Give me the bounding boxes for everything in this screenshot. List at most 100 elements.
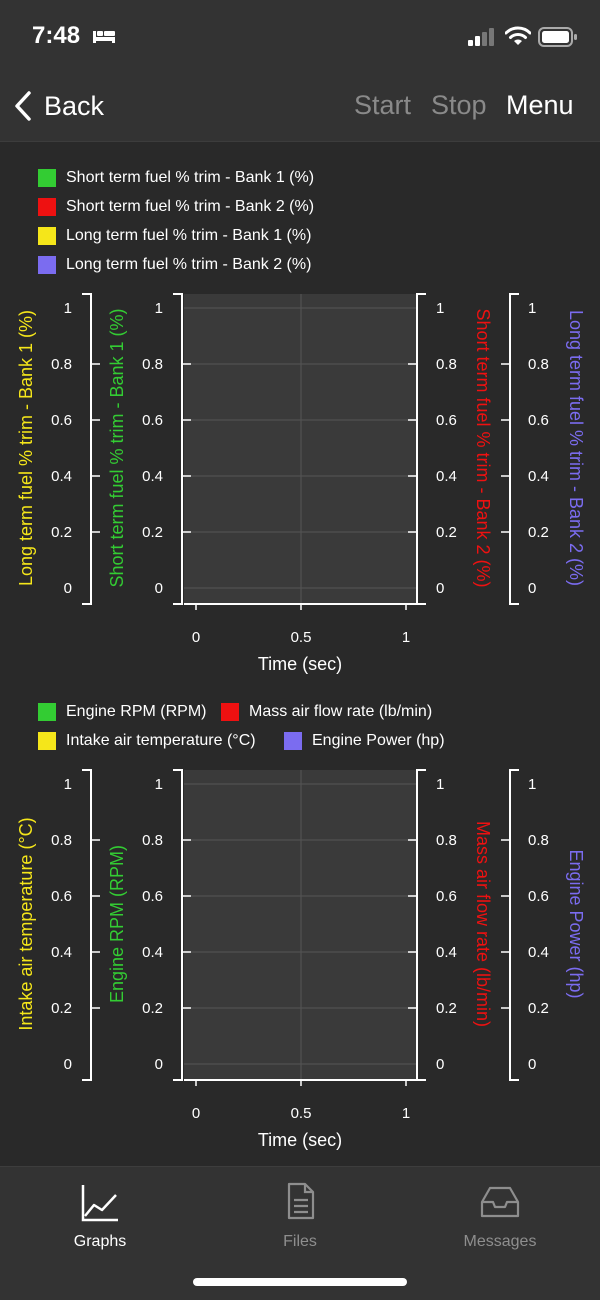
y-tick-label: 0.6 [142,412,163,429]
cellular-signal-icon [468,28,494,46]
legend-label: Engine RPM (RPM) [66,703,207,720]
y-tick-label: 0.2 [528,524,549,541]
y-tick-label: 0.8 [436,832,457,849]
y-tick-label: 0.8 [51,356,72,373]
legend-swatch [38,227,56,245]
status-bar: 7:48 [0,0,600,72]
y-tick-label: 1 [436,776,444,793]
y-tick-label: 0.4 [436,944,457,961]
legend-swatch [38,198,56,216]
y-tick-label: 0 [528,1056,536,1073]
legend-swatch [38,169,56,187]
y-axis-title: Intake air temperature (°C) [16,817,36,1030]
y-tick-label: 0.2 [51,1000,72,1017]
legend-item: Long term fuel % trim - Bank 2 (%) [38,255,311,275]
chevron-left-icon [15,91,31,121]
status-time: 7:48 [32,22,81,49]
legend-item: Engine RPM (RPM) [38,702,206,722]
x-tick-label: 1 [402,1105,410,1122]
y-axis-title: Short term fuel % trim - Bank 2 (%) [473,308,493,587]
y-tick-label: 0 [436,1056,444,1073]
legend-item: Short term fuel % trim - Bank 2 (%) [38,197,314,217]
y-tick-label: 0 [436,580,444,597]
y-tick-label: 0.2 [436,524,457,541]
y-axis-line [416,293,426,605]
y-tick-label: 0.6 [436,888,457,905]
x-tick-label: 0 [192,1105,200,1122]
legend-label: Long term fuel % trim - Bank 2 (%) [66,256,312,273]
y-tick-label: 1 [436,300,444,317]
navigation-bar: Back Start Stop Menu [0,72,600,142]
legend-item: Engine Power (hp) [284,731,445,751]
y-tick-label: 0.8 [436,356,457,373]
y-tick-label: 0.2 [51,524,72,541]
tab-files[interactable]: Files [200,1175,400,1265]
y-tick-label: 0.8 [528,832,549,849]
y-tick-label: 0 [64,1056,72,1073]
y-tick-label: 0 [64,580,72,597]
legend-label: Mass air flow rate (lb/min) [249,703,433,720]
battery-icon [538,27,577,47]
legend-item: Long term fuel % trim - Bank 1 (%) [38,226,311,246]
y-axis-line [173,293,183,605]
back-button[interactable]: Back [14,86,104,126]
y-axis-title: Short term fuel % trim - Bank 1 (%) [107,308,127,587]
y-tick-label: 0.4 [142,468,163,485]
y-tick-label: 0 [155,580,163,597]
y-tick-label: 0 [155,1056,163,1073]
stop-button[interactable]: Stop [431,90,487,120]
y-tick-label: 0.4 [51,944,72,961]
legend-label: Engine Power (hp) [312,732,445,749]
legend-swatch [38,256,56,274]
y-tick-label: 0.2 [528,1000,549,1017]
legend-item: Mass air flow rate (lb/min) [221,702,432,722]
tab-label: Graphs [73,1233,127,1250]
legend-label: Long term fuel % trim - Bank 1 (%) [66,227,312,244]
wifi-icon [505,26,531,45]
y-tick-label: 1 [528,776,536,793]
y-axis-title: Long term fuel % trim - Bank 1 (%) [16,310,36,586]
y-tick-label: 1 [64,776,72,793]
y-tick-label: 1 [155,300,163,317]
tab-bar: Graphs Files Messages [0,1166,600,1300]
tab-label: Messages [463,1233,537,1250]
y-tick-label: 0.2 [142,524,163,541]
legend-swatch [221,703,239,721]
y-axis-title: Mass air flow rate (lb/min) [473,821,493,1027]
y-tick-label: 1 [528,300,536,317]
y-tick-label: 1 [64,300,72,317]
y-tick-label: 0.8 [528,356,549,373]
x-tick-label: 1 [402,629,410,646]
y-axis-title: Engine RPM (RPM) [107,845,127,1003]
y-axis-line [509,293,519,605]
plot-area [184,294,416,604]
tab-graphs[interactable]: Graphs [0,1175,200,1265]
y-tick-label: 1 [155,776,163,793]
tab-messages[interactable]: Messages [400,1175,600,1265]
y-tick-label: 0.8 [51,832,72,849]
y-tick-label: 0.4 [528,468,549,485]
y-tick-label: 0 [528,580,536,597]
y-tick-label: 0.6 [51,888,72,905]
y-tick-label: 0.4 [142,944,163,961]
line-chart-icon [81,1185,118,1222]
x-tick-label: 0.5 [291,1105,312,1122]
y-tick-label: 0.6 [51,412,72,429]
y-axis-line [173,769,183,1081]
inbox-tray-icon [480,1186,520,1218]
legend-item: Short term fuel % trim - Bank 1 (%) [38,168,314,188]
legend-label: Short term fuel % trim - Bank 1 (%) [66,169,315,186]
legend-label: Short term fuel % trim - Bank 2 (%) [66,198,315,215]
x-axis-title: Time (sec) [258,1130,342,1150]
home-indicator [193,1278,407,1286]
y-axis-line [509,769,519,1081]
y-tick-label: 0.6 [142,888,163,905]
menu-button[interactable]: Menu [506,90,574,120]
y-axis-line [416,769,426,1081]
document-icon [287,1182,315,1220]
bed-icon [93,31,115,43]
y-axis-title: Long term fuel % trim - Bank 2 (%) [566,310,586,586]
y-axis-line [82,293,92,605]
start-button[interactable]: Start [354,90,412,120]
chart-fuel-trim: 0 0.5 1 Time (sec) 0 0.2 0.4 0.6 0.8 1 Long term f… [16,293,586,674]
